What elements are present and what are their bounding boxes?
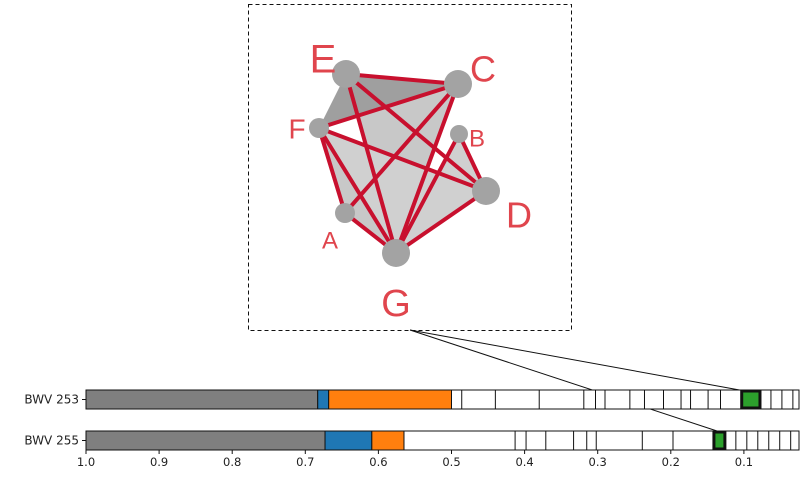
edge-E-G [344, 72, 398, 255]
node-B [450, 125, 468, 143]
row-label: BWV 253 [24, 393, 79, 407]
segment-2 [328, 389, 452, 410]
node-label-B: B [469, 125, 485, 152]
x-tick-label: 0.8 [223, 455, 241, 469]
timeline-row-1: BWV 255 [24, 430, 800, 451]
x-tick-label: 0.6 [369, 455, 387, 469]
face-E-C-F [319, 74, 458, 128]
timeline-row-0: BWV 253 [24, 389, 800, 410]
row-label: BWV 255 [24, 434, 79, 448]
zoom-connectors [409, 329, 746, 432]
node-label-A: A [322, 227, 338, 254]
edge-C-A [343, 82, 460, 215]
face-F-G-D [319, 128, 486, 253]
x-tick-label: 0.1 [735, 455, 753, 469]
edge-B-G [394, 132, 461, 255]
highlight-segment [712, 430, 727, 451]
node-label-D: D [506, 195, 532, 236]
network-inset: E C F B D A G [248, 4, 572, 331]
connector-line-253 [409, 329, 746, 392]
segment-1 [317, 389, 330, 410]
node-label-F: F [288, 113, 305, 144]
x-tick-label: 0.3 [589, 455, 607, 469]
network-nodes [309, 60, 500, 267]
x-tick-label: 0.9 [150, 455, 168, 469]
node-F [309, 118, 329, 138]
highlight-segment [740, 389, 762, 410]
x-tick-label: 0.7 [296, 455, 314, 469]
segment-2 [371, 430, 405, 451]
timeline-chart: BWV 253 BWV 255 1.0 0.9 0.8 0.7 0.6 0.5 0.4 0.3 0.… [24, 389, 800, 469]
segment-1 [324, 430, 373, 451]
node-label-E: E [310, 38, 337, 82]
edge-F-D [317, 126, 488, 193]
edge-C-F [317, 82, 460, 130]
x-tick-label: 0.5 [442, 455, 460, 469]
x-tick-label: 1.0 [77, 455, 95, 469]
face-B-D-G [396, 134, 486, 253]
x-axis: 1.0 0.9 0.8 0.7 0.6 0.5 0.4 0.3 0.2 0.1 [77, 450, 753, 469]
network-node-labels: E C F B D A G [288, 38, 532, 325]
segment-0 [85, 389, 319, 410]
x-tick-label: 0.4 [515, 455, 533, 469]
connector-line-255 [409, 329, 718, 432]
node-C [444, 70, 472, 98]
edge-F-A [317, 126, 347, 215]
edge-E-C [344, 72, 460, 86]
x-tick-label: 0.2 [662, 455, 680, 469]
node-label-G: G [381, 283, 411, 325]
edge-F-G [317, 126, 398, 255]
segment-0 [85, 430, 326, 451]
node-label-C: C [470, 49, 496, 90]
node-G [382, 239, 410, 267]
node-A [335, 203, 355, 223]
node-E [332, 60, 360, 88]
edge-D-G [394, 189, 488, 255]
node-D [472, 177, 500, 205]
